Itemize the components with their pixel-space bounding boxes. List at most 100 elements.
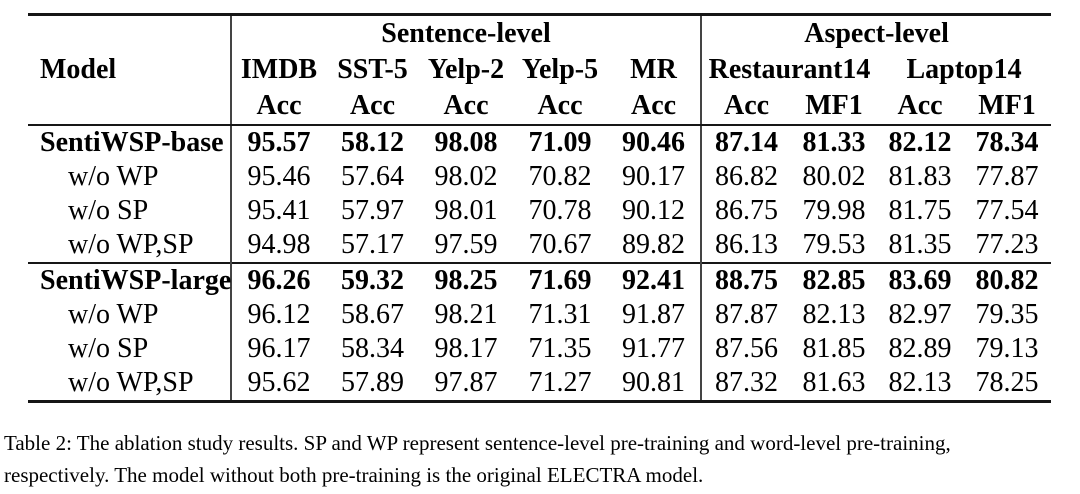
value-cell: 58.34 xyxy=(341,333,404,364)
table-row-sentiwsp-base: SentiWSP-base 95.57 58.12 98.08 71.09 90… xyxy=(28,125,1051,160)
metric-header: MF1 xyxy=(791,88,878,126)
value-cell: 82.97 xyxy=(888,299,952,330)
value-cell: 70.67 xyxy=(528,229,592,260)
value-cell: 70.82 xyxy=(528,161,592,192)
value-cell: 86.82 xyxy=(715,161,779,192)
value-cell: 80.82 xyxy=(963,262,1052,298)
caption-line-2: respectively. The model without both pre… xyxy=(4,463,704,487)
value-cell: 88.75 xyxy=(701,262,792,298)
model-column-header: Model xyxy=(28,14,232,126)
dataset-header-imdb: IMDB xyxy=(240,54,318,85)
metric-header: MF1 xyxy=(963,88,1052,126)
value-cell: 78.25 xyxy=(975,367,1039,398)
value-cell: 95.41 xyxy=(247,195,311,226)
value-cell: 77.23 xyxy=(975,229,1039,260)
value-cell: 97.59 xyxy=(434,229,498,260)
value-cell: 98.08 xyxy=(434,127,498,158)
value-cell: 96.26 xyxy=(231,262,326,298)
value-cell: 90.12 xyxy=(607,194,703,228)
value-cell: 83.69 xyxy=(877,262,964,298)
value-cell: 78.34 xyxy=(975,127,1039,158)
table-row-base-wo-wp: w/o WP 95.46 57.64 98.02 70.82 90.17 86.… xyxy=(28,160,1051,194)
value-cell: 81.85 xyxy=(802,333,866,364)
model-row-label: w/o WP xyxy=(28,298,232,332)
value-cell: 82.12 xyxy=(888,127,952,158)
ablation-results-table: Model Sentence-level Aspect-level IMDB S… xyxy=(28,13,1052,403)
value-cell: 71.69 xyxy=(513,262,607,298)
value-cell: 79.13 xyxy=(975,333,1039,364)
model-row-label: w/o WP xyxy=(28,160,232,194)
table-body-base-block: SentiWSP-base 95.57 58.12 98.08 71.09 90… xyxy=(28,125,1052,402)
dataset-header-laptop14: Laptop14 xyxy=(906,54,1022,85)
value-cell: 90.81 xyxy=(607,366,703,402)
value-cell: 82.85 xyxy=(791,262,878,298)
dataset-header-sst5: SST-5 xyxy=(337,54,408,85)
value-cell: 87.32 xyxy=(715,367,779,398)
group-header-aspect-level: Aspect-level xyxy=(804,18,949,49)
table-header: Model Sentence-level Aspect-level IMDB S… xyxy=(28,14,1052,126)
value-cell: 96.17 xyxy=(247,333,311,364)
caption-line-1: Table 2: The ablation study results. SP … xyxy=(4,431,951,455)
model-row-label: w/o WP,SP xyxy=(28,228,232,263)
value-cell: 95.46 xyxy=(247,161,311,192)
value-cell: 58.12 xyxy=(341,127,404,158)
value-cell: 91.77 xyxy=(607,332,703,366)
header-group-row: Model Sentence-level Aspect-level xyxy=(28,14,1051,126)
value-cell: 89.82 xyxy=(607,228,703,263)
dataset-header-mr: MR xyxy=(607,52,703,88)
value-cell: 79.35 xyxy=(975,299,1039,330)
value-cell: 71.27 xyxy=(528,367,592,398)
value-cell: 82.13 xyxy=(802,299,866,330)
value-cell: 57.64 xyxy=(341,161,404,192)
value-cell: 95.57 xyxy=(247,127,311,158)
metric-header: Acc xyxy=(877,88,964,126)
group-header-sentence-level: Sentence-level xyxy=(231,14,703,52)
header-metric-row: Acc Acc Acc Acc Acc Acc MF1 Acc MF1 xyxy=(28,88,1052,126)
model-row-label: SentiWSP-base xyxy=(28,125,232,160)
metric-header: Acc xyxy=(701,88,792,126)
value-cell: 71.09 xyxy=(528,127,592,158)
metric-header: Acc xyxy=(513,88,607,126)
table-row-base-wo-wpsp: w/o WP,SP 94.98 57.17 97.59 70.67 89.82 … xyxy=(28,228,1051,263)
value-cell: 98.02 xyxy=(434,161,498,192)
value-cell: 95.62 xyxy=(247,367,311,398)
value-cell: 57.17 xyxy=(341,229,404,260)
dataset-header-yelp2: Yelp-2 xyxy=(427,54,505,85)
table-caption: Table 2: The ablation study results. SP … xyxy=(4,427,1078,491)
value-cell: 91.87 xyxy=(607,298,703,332)
value-cell: 57.89 xyxy=(341,367,404,398)
value-cell: 70.78 xyxy=(528,195,592,226)
dataset-header-yelp5: Yelp-5 xyxy=(521,54,599,85)
metric-header: Acc xyxy=(231,88,326,126)
value-cell: 86.75 xyxy=(715,195,779,226)
value-cell: 98.25 xyxy=(419,262,513,298)
value-cell: 86.13 xyxy=(715,229,779,260)
value-cell: 81.63 xyxy=(802,367,866,398)
value-cell: 81.83 xyxy=(888,161,952,192)
value-cell: 80.02 xyxy=(802,161,866,192)
table-row-large-wo-wpsp: w/o WP,SP 95.62 57.89 97.87 71.27 90.81 … xyxy=(28,366,1051,402)
metric-header: Acc xyxy=(419,88,513,126)
value-cell: 98.17 xyxy=(434,333,498,364)
model-row-label: SentiWSP-large xyxy=(28,262,232,298)
value-cell: 58.67 xyxy=(341,299,404,330)
value-cell: 81.75 xyxy=(888,195,952,226)
metric-header: Acc xyxy=(326,88,419,126)
table-row-base-wo-sp: w/o SP 95.41 57.97 98.01 70.78 90.12 86.… xyxy=(28,194,1051,228)
value-cell: 81.33 xyxy=(802,127,866,158)
value-cell: 92.41 xyxy=(607,262,703,298)
value-cell: 82.13 xyxy=(888,367,952,398)
metric-header: Acc xyxy=(607,88,703,126)
value-cell: 57.97 xyxy=(341,195,404,226)
value-cell: 98.21 xyxy=(434,299,498,330)
value-cell: 90.46 xyxy=(607,125,703,160)
value-cell: 87.56 xyxy=(715,333,779,364)
value-cell: 82.89 xyxy=(888,333,952,364)
table-row-large-wo-wp: w/o WP 96.12 58.67 98.21 71.31 91.87 87.… xyxy=(28,298,1051,332)
dataset-header-restaurant14: Restaurant14 xyxy=(708,54,871,85)
value-cell: 77.87 xyxy=(975,161,1039,192)
value-cell: 96.12 xyxy=(247,299,311,330)
value-cell: 71.31 xyxy=(528,299,592,330)
model-row-label: w/o SP xyxy=(28,332,232,366)
